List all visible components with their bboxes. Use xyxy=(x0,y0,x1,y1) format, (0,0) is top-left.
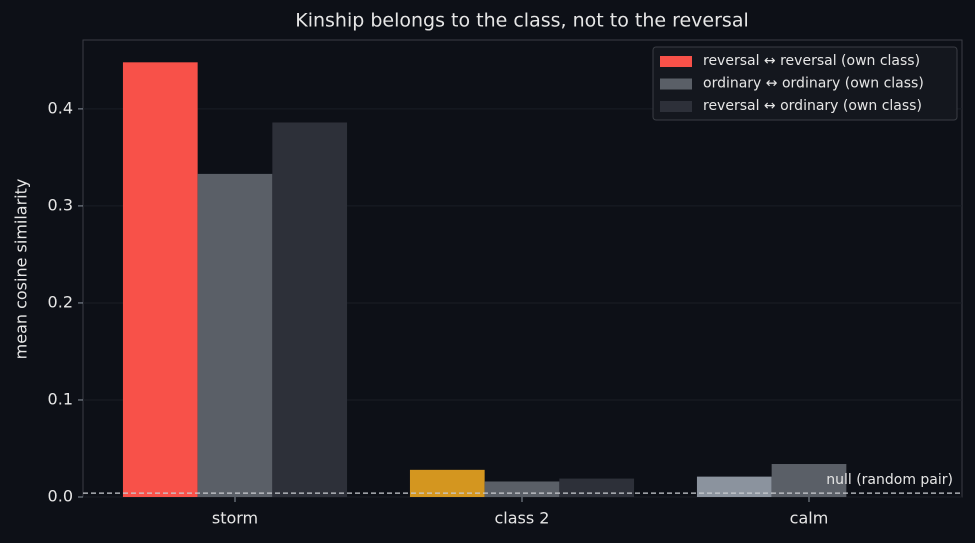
bar xyxy=(272,122,348,498)
bar xyxy=(696,476,772,497)
legend-swatch xyxy=(660,101,692,112)
x-tick-label: class 2 xyxy=(495,509,550,528)
legend-box xyxy=(652,46,958,121)
y-axis-label: mean cosine similarity xyxy=(12,179,31,360)
y-tick-label: 0.4 xyxy=(48,98,73,117)
legend-label: reversal ↔ reversal (own class) xyxy=(703,53,920,69)
x-tick-label: calm xyxy=(790,509,829,528)
bar xyxy=(771,464,847,497)
chart-title: Kinship belongs to the class, not to the… xyxy=(295,10,749,32)
bar xyxy=(484,481,560,497)
legend-swatch xyxy=(660,78,692,90)
bar xyxy=(197,173,273,498)
y-tick-label: 0.1 xyxy=(48,389,73,408)
bar xyxy=(559,478,635,497)
bar xyxy=(122,62,198,498)
legend-label: ordinary ↔ ordinary (own class) xyxy=(703,76,924,92)
legend-label: reversal ↔ ordinary (own class) xyxy=(703,98,922,114)
y-tick-label: 0.3 xyxy=(48,195,73,214)
reference-label: null (random pair) xyxy=(826,472,953,488)
x-tick-label: storm xyxy=(212,509,258,528)
legend-swatch xyxy=(660,56,692,67)
y-tick-label: 0.0 xyxy=(48,487,73,506)
y-tick-label: 0.2 xyxy=(48,292,73,311)
